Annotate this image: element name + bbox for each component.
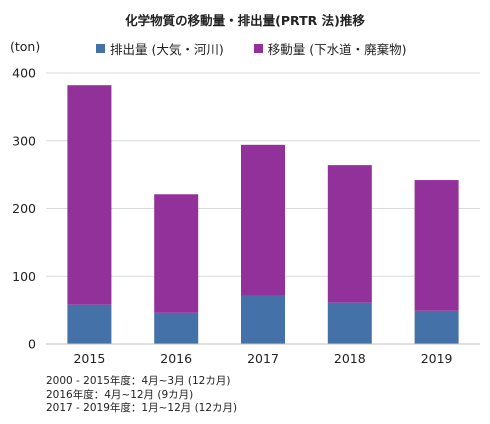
footnotes: 2000 - 2015年度：4月~3月 (12カ月) 2016年度：4月~12月… bbox=[46, 375, 237, 416]
x-tick-label: 2018 bbox=[334, 351, 366, 366]
x-tick-label: 2015 bbox=[73, 351, 105, 366]
bar-segment-transfers bbox=[414, 180, 459, 311]
footnote-line: 2016年度：4月~12月 (9カ月) bbox=[46, 388, 194, 401]
y-tick-label: 100 bbox=[12, 269, 36, 284]
footnote-line: 2017 - 2019年度：1月~12月 (12カ月) bbox=[46, 402, 238, 414]
bar-segment-transfers bbox=[241, 144, 285, 296]
bar-segment-emissions bbox=[154, 312, 199, 344]
bar-segment-emissions bbox=[327, 302, 372, 344]
bar-segment-transfers bbox=[327, 165, 372, 303]
bar-segment-emissions bbox=[67, 304, 112, 344]
legend-item-transfers: 移動量 (下水道・廃棄物) bbox=[253, 39, 407, 58]
y-tick-label: 300 bbox=[12, 133, 36, 148]
bar-segment-transfers bbox=[154, 194, 199, 313]
bar-segment-emissions bbox=[241, 295, 285, 344]
legend-swatch-emissions bbox=[96, 44, 105, 53]
legend-swatch-transfers bbox=[253, 44, 263, 53]
legend-item-emissions: 排出量 (大気・河川) bbox=[96, 39, 224, 58]
x-tick-label: 2017 bbox=[247, 351, 279, 366]
x-tick-label: 2019 bbox=[421, 351, 453, 366]
y-tick-label: 0 bbox=[28, 337, 36, 352]
legend-label-transfers: 移動量 (下水道・廃棄物) bbox=[267, 42, 407, 57]
footnote-line: 2000 - 2015年度：4月~3月 (12カ月) bbox=[46, 375, 231, 387]
y-tick-label: 400 bbox=[12, 66, 36, 81]
legend: 排出量 (大気・河川) 移動量 (下水道・廃棄物) bbox=[96, 39, 436, 58]
bar-segment-emissions bbox=[414, 310, 459, 344]
legend-label-emissions: 排出量 (大気・河川) bbox=[110, 42, 224, 57]
y-axis-unit-label: (ton) bbox=[10, 39, 41, 54]
y-tick-label: 200 bbox=[12, 201, 36, 216]
chart-title: 化学物質の移動量・排出量(PRTR 法)推移 bbox=[125, 13, 365, 28]
x-tick-label: 2016 bbox=[160, 351, 192, 366]
bar-segment-transfers bbox=[67, 85, 112, 305]
